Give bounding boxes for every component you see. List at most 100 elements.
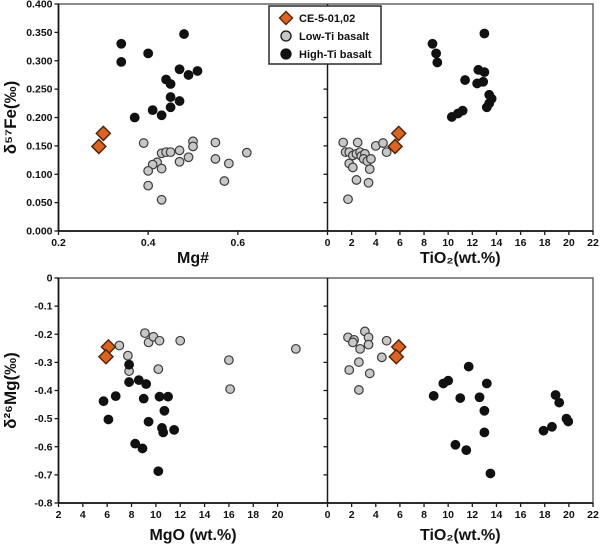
- x-tick-label: 4: [373, 237, 379, 249]
- point-high_ti: [443, 375, 454, 386]
- point-ce5: [95, 125, 112, 142]
- point-high_ti: [479, 405, 490, 416]
- y-tick-label: -0.5: [34, 413, 52, 425]
- point-low_ti: [156, 194, 167, 205]
- y-tick-label: 0.050: [26, 197, 52, 209]
- point-high_ti: [485, 468, 496, 479]
- x-tick-label: 10: [442, 509, 454, 521]
- point-low_ti: [188, 141, 198, 152]
- x-tick-label: 4: [373, 509, 379, 521]
- point-high_ti: [124, 359, 134, 370]
- point-low_ti: [122, 350, 133, 361]
- point-ce5: [387, 138, 404, 155]
- point-low_ti: [378, 138, 388, 148]
- point-high_ti: [174, 64, 185, 75]
- point-high_ti: [163, 391, 173, 402]
- point-low_ti: [290, 343, 301, 354]
- point-low_ti: [174, 156, 185, 167]
- point-low_ti: [363, 177, 374, 188]
- x-axis-title-mg26-vs-tio2: TiO₂(wt.%): [420, 527, 501, 544]
- y-tick-label: -0.2: [34, 329, 52, 341]
- x-axis-title-mg26-vs-mgo: MgO (wt.%): [149, 527, 236, 544]
- x-tick-label: 22: [587, 237, 599, 249]
- point-low_ti: [376, 352, 387, 363]
- point-high_ti: [156, 110, 167, 121]
- x-tick-label: 14: [199, 509, 211, 521]
- y-tick-label: 0.300: [26, 55, 52, 67]
- point-low_ti: [364, 164, 375, 175]
- point-high_ti: [103, 414, 114, 425]
- point-low_ti: [154, 335, 165, 346]
- x-tick-label: 14: [491, 237, 503, 249]
- point-low_ti: [138, 138, 149, 148]
- y-tick-label: 0.250: [26, 84, 52, 96]
- point-high_ti: [158, 427, 169, 438]
- point-high_ti: [472, 78, 483, 89]
- y-tick-label: 0.200: [26, 112, 52, 124]
- point-low_ti: [143, 180, 154, 191]
- point-high_ti: [159, 405, 170, 416]
- x-tick-label: 16: [515, 237, 527, 249]
- x-tick-label: 18: [247, 509, 259, 521]
- point-high_ti: [179, 29, 189, 39]
- point-high_ti: [479, 28, 490, 39]
- x-tick-label: 8: [421, 237, 427, 249]
- point-low_ti: [363, 339, 374, 350]
- point-low_ti: [353, 385, 364, 395]
- point-low_ti: [143, 165, 154, 176]
- point-high_ti: [431, 48, 442, 59]
- x-tick-label: 0.4: [141, 237, 156, 249]
- y-axis-title-fe57-vs-mg: δ⁵⁷Fe(‰): [1, 81, 20, 154]
- point-high_ti: [474, 392, 485, 403]
- x-tick-label: 18: [539, 509, 551, 521]
- point-low_ti: [140, 328, 150, 339]
- point-high_ti: [192, 66, 203, 76]
- point-high_ti: [116, 56, 127, 67]
- point-low_ti: [225, 384, 236, 394]
- point-high_ti: [110, 391, 121, 402]
- point-low_ti: [156, 163, 167, 174]
- x-axis-title-fe57-vs-tio2: TiO₂(wt.%): [420, 250, 501, 267]
- x-tick-label: 20: [563, 237, 575, 249]
- x-tick-label: 4: [80, 509, 86, 521]
- point-high_ti: [137, 443, 148, 454]
- point-high_ti: [427, 38, 438, 49]
- point-ce5: [90, 138, 107, 155]
- point-low_ti: [183, 152, 194, 163]
- point-high_ti: [479, 67, 490, 77]
- point-high_ti: [428, 390, 439, 401]
- x-tick-label: 18: [539, 237, 551, 249]
- x-tick-label: 12: [466, 509, 478, 521]
- x-tick-label: 10: [442, 237, 454, 249]
- point-high_ti: [446, 112, 457, 122]
- point-high_ti: [141, 379, 152, 389]
- point-low_ti: [381, 335, 392, 346]
- point-high_ti: [133, 375, 144, 385]
- legend-label-ce5: CE-5-01,02: [299, 13, 355, 25]
- point-low_ti: [114, 340, 125, 351]
- point-high_ti: [547, 421, 557, 432]
- point-low_ti: [210, 137, 221, 148]
- ce5-diamond-icon: [278, 10, 294, 26]
- point-high_ti: [479, 427, 490, 438]
- point-high_ti: [450, 439, 461, 450]
- point-ce5: [388, 348, 405, 365]
- point-low_ti: [347, 162, 358, 173]
- x-tick-label: 0: [325, 509, 331, 521]
- high_ti-circle-icon: [280, 48, 292, 60]
- point-high_ti: [116, 38, 127, 49]
- y-tick-label: 0: [47, 273, 53, 285]
- point-high_ti: [153, 466, 164, 477]
- point-high_ti: [143, 48, 154, 59]
- y-tick-label: 0.400: [26, 0, 52, 11]
- point-low_ti: [153, 364, 164, 375]
- y-tick-label: 0.000: [26, 226, 52, 238]
- point-low_ti: [343, 194, 353, 205]
- point-high_ti: [143, 416, 154, 427]
- x-tick-label: 8: [421, 509, 427, 521]
- y-tick-label: -0.4: [34, 385, 52, 397]
- legend-label-high_ti: High-Ti basalt: [299, 49, 372, 61]
- y-tick-label: 0.350: [26, 27, 52, 39]
- point-high_ti: [183, 70, 194, 80]
